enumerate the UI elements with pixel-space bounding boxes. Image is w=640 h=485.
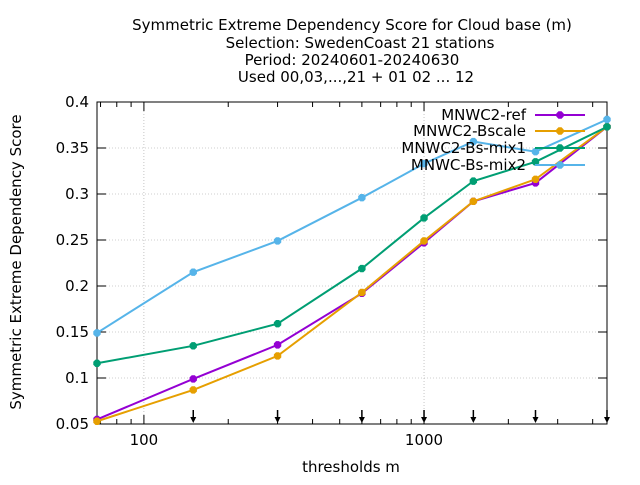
legend-entry: MNWC-Bs-mix2	[411, 156, 585, 174]
threshold-markers	[190, 410, 610, 423]
series-2	[93, 123, 611, 367]
legend-entry: MNWC2-ref	[441, 106, 585, 124]
x-tick-label: 1000	[405, 431, 443, 449]
legend-label: MNWC2-Bscale	[413, 122, 526, 140]
series-line	[96, 118, 608, 334]
legend-swatch-marker	[556, 144, 564, 152]
data-point	[273, 237, 282, 245]
y-tick-label: 0.3	[65, 185, 89, 203]
y-tick-label: 0.1	[65, 369, 89, 387]
threshold-arrow	[274, 410, 281, 423]
data-point	[603, 123, 611, 131]
title-line-1: Symmetric Extreme Dependency Score for C…	[132, 16, 572, 34]
threshold-arrow-head	[190, 417, 197, 423]
data-point	[273, 320, 282, 328]
data-point	[189, 386, 197, 394]
data-point	[531, 147, 540, 156]
data-point	[358, 288, 366, 297]
series-line	[96, 125, 608, 365]
data-point	[93, 417, 101, 425]
data-point	[469, 197, 478, 206]
data-point	[358, 264, 366, 273]
y-tick-label: 0.2	[65, 277, 89, 295]
data-point	[603, 115, 611, 124]
series-3	[93, 115, 611, 337]
legend-entry: MNWC2-Bs-mix1	[401, 139, 585, 157]
data-point	[469, 137, 478, 146]
threshold-arrow	[532, 410, 539, 423]
y-tick-label: 0.25	[56, 231, 89, 249]
y-axis-label: Symmetric Extreme Dependency Score	[7, 114, 25, 409]
y-tick-label: 0.4	[65, 93, 89, 111]
gridlines	[97, 102, 607, 424]
legend: MNWC2-refMNWC2-BscaleMNWC2-Bs-mix1MNWC-B…	[401, 106, 585, 174]
title-line-4: Used 00,03,...,21 + 01 02 ... 12	[238, 68, 474, 86]
legend-label: MNWC2-Bs-mix1	[401, 139, 526, 157]
legend-swatch-marker	[556, 161, 564, 169]
data-point	[358, 193, 366, 202]
data-point	[469, 177, 478, 185]
data-point	[189, 375, 197, 383]
data-point	[273, 352, 282, 360]
data-point	[273, 341, 282, 349]
chart-title: Symmetric Extreme Dependency Score for C…	[132, 16, 572, 86]
title-line-3: Period: 20240601-20240630	[245, 51, 460, 69]
data-point	[189, 342, 197, 350]
threshold-arrow-head	[358, 417, 365, 423]
data-point	[531, 158, 540, 166]
plot-frame	[96, 101, 608, 425]
legend-swatch-marker	[556, 111, 564, 119]
legend-label: MNWC-Bs-mix2	[411, 156, 526, 174]
threshold-arrow-head	[274, 417, 281, 423]
data-point	[93, 329, 101, 337]
x-axis-label: thresholds m	[302, 458, 400, 476]
series-line	[96, 126, 608, 423]
threshold-arrow	[421, 410, 428, 423]
data-point	[420, 237, 428, 245]
series-line	[96, 126, 608, 421]
data-point	[420, 159, 428, 168]
axis-ticks: 0.05 0.1 0.15 0.2 0.25 0.3 0.35 0.4 100 1000	[56, 93, 607, 449]
threshold-arrow-head	[470, 417, 477, 423]
threshold-arrow	[358, 410, 365, 423]
threshold-arrow	[470, 410, 477, 423]
data-point	[531, 175, 540, 183]
legend-label: MNWC2-ref	[441, 106, 526, 124]
data-point	[420, 214, 428, 222]
data-point	[93, 359, 101, 367]
y-tick-label: 0.05	[56, 415, 89, 433]
legend-swatch-marker	[556, 127, 564, 135]
data-series	[93, 115, 611, 425]
title-line-2: Selection: SwedenCoast 21 stations	[226, 34, 495, 52]
data-point	[189, 268, 197, 276]
y-tick-label: 0.35	[56, 139, 89, 157]
legend-entry: MNWC2-Bscale	[413, 122, 585, 140]
threshold-arrow	[190, 410, 197, 423]
x-tick-label: 100	[130, 431, 159, 449]
y-tick-label: 0.15	[56, 323, 89, 341]
threshold-arrow-head	[421, 417, 428, 423]
threshold-arrow-head	[532, 417, 539, 423]
series-1	[93, 123, 611, 425]
